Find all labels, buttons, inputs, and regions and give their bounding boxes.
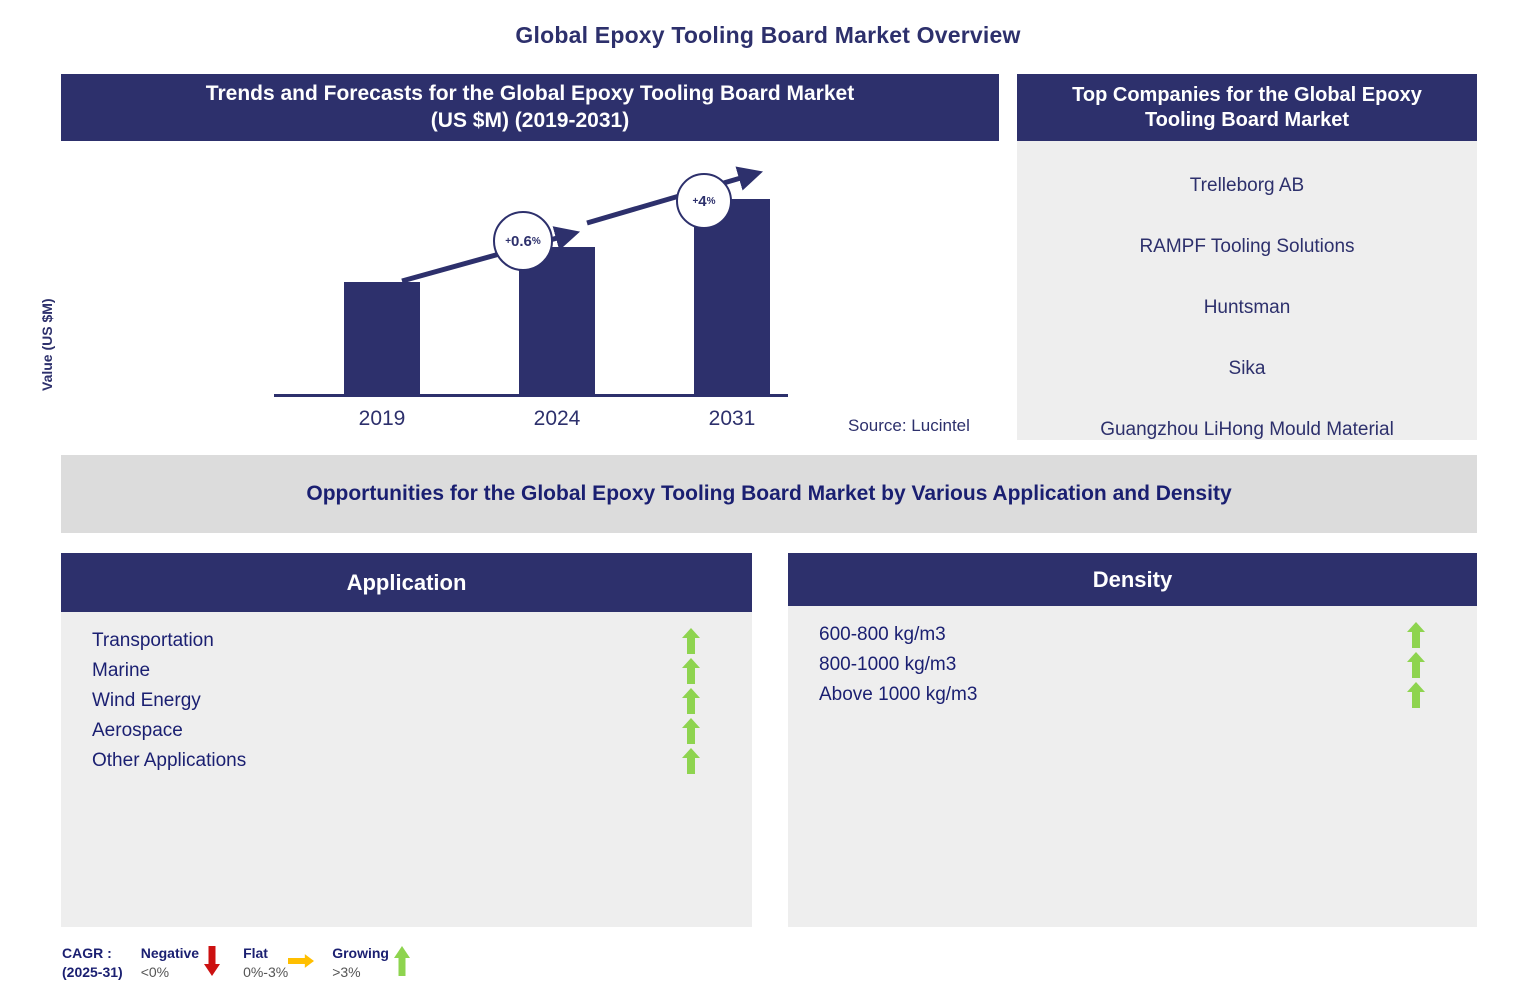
companies-header-line2: Tooling Board Market — [1144, 108, 1350, 131]
application-item-label: Wind Energy — [92, 690, 201, 711]
list-item: Transportation — [61, 626, 752, 656]
growth-2-sign: + — [692, 195, 699, 207]
arrow-up-icon — [1407, 652, 1425, 678]
growth-2-value: 4 — [698, 192, 707, 210]
growth-2-symbol: % — [706, 195, 716, 207]
application-item-label: Marine — [92, 660, 151, 681]
top-companies-list: Trelleborg AB RAMPF Tooling Solutions Hu… — [1017, 141, 1477, 440]
growth-1-sign: + — [505, 235, 512, 247]
company-item: Guangzhou LiHong Mould Material — [1100, 419, 1394, 440]
opportunities-banner: Opportunities for the Global Epoxy Tooli… — [61, 455, 1477, 533]
company-item: Trelleborg AB — [1189, 175, 1305, 196]
top-companies-header: Top Companies for the Global Epoxy Tooli… — [1017, 74, 1477, 141]
list-item: Other Applications — [61, 746, 752, 776]
arrow-up-icon — [682, 688, 700, 714]
source-note: Source: Lucintel — [848, 416, 970, 435]
bar-2031 — [694, 199, 770, 396]
bar-2024 — [519, 247, 595, 396]
x-tick-label-2031: 2031 — [708, 407, 756, 430]
list-item: 800-1000 kg/m3 — [788, 650, 1477, 680]
arrow-down-icon — [199, 944, 225, 978]
density-list: 600-800 kg/m3 800-1000 kg/m3 Above 1000 … — [788, 606, 1477, 710]
trends-header-line2: (US $M) (2019-2031) — [430, 108, 630, 132]
list-item: Wind Energy — [61, 686, 752, 716]
trends-header-line1: Trends and Forecasts for the Global Epox… — [205, 82, 855, 106]
growth-bubble-2019-2024: +0.6% — [493, 211, 553, 271]
application-panel-header: Application — [61, 553, 752, 612]
density-header-label: Density — [1092, 566, 1173, 592]
cagr-title-line2: (2025-31) — [62, 963, 123, 980]
density-item-label: Above 1000 kg/m3 — [819, 684, 978, 705]
list-item: 600-800 kg/m3 — [788, 620, 1477, 650]
list-item: Marine — [61, 656, 752, 686]
legend-item-growing: Growing >3% — [332, 944, 415, 982]
x-tick-label-2019: 2019 — [358, 407, 406, 430]
legend-negative-range: <0% — [140, 963, 170, 980]
opportunities-banner-text: Opportunities for the Global Epoxy Tooli… — [306, 482, 1232, 505]
company-item: RAMPF Tooling Solutions — [1139, 236, 1355, 257]
growth-bubble-2024-2031: +4% — [676, 173, 732, 229]
companies-header-line1: Top Companies for the Global Epoxy — [1072, 83, 1422, 106]
application-header-label: Application — [346, 569, 467, 595]
growth-1-value: 0.6 — [511, 232, 532, 250]
chart-y-axis-label: Value (US $M) — [39, 298, 55, 391]
company-item: Sika — [1228, 358, 1266, 379]
trends-chart-panel: Value (US $M) 2019 2024 2031 +0.6% — [39, 141, 999, 441]
legend-negative-name: Negative — [140, 945, 200, 961]
cagr-legend: CAGR : (2025-31) Negative <0% Flat 0%-3%… — [62, 944, 415, 982]
legend-item-flat: Flat 0%-3% — [243, 944, 315, 982]
arrow-right-icon — [288, 944, 315, 978]
legend-item-negative: Negative <0% — [141, 944, 225, 982]
legend-growing-name: Growing — [332, 945, 389, 961]
density-panel-header: Density — [788, 553, 1477, 606]
bar-chart: Value (US $M) 2019 2024 2031 +0.6% — [39, 141, 999, 441]
arrow-up-icon — [682, 658, 700, 684]
arrow-up-icon — [1407, 682, 1425, 708]
cagr-legend-title: CAGR : (2025-31) — [62, 944, 123, 982]
density-item-label: 600-800 kg/m3 — [819, 624, 946, 645]
arrow-up-icon — [682, 718, 700, 744]
cagr-title-line1: CAGR : — [62, 945, 112, 961]
application-item-label: Transportation — [92, 630, 214, 651]
arrow-up-icon — [682, 748, 700, 774]
density-item-label: 800-1000 kg/m3 — [819, 654, 957, 675]
company-item: Huntsman — [1203, 297, 1291, 318]
arrow-up-icon — [389, 944, 415, 978]
application-list: Transportation Marine Wind Energy Aerosp… — [61, 612, 752, 776]
list-item: Above 1000 kg/m3 — [788, 680, 1477, 710]
arrow-up-icon — [1407, 622, 1425, 648]
x-tick-label-2024: 2024 — [533, 407, 581, 430]
growth-1-symbol: % — [531, 235, 541, 247]
list-item: Aerospace — [61, 716, 752, 746]
application-item-label: Aerospace — [92, 720, 183, 741]
bar-2019 — [344, 282, 420, 396]
application-item-label: Other Applications — [92, 750, 247, 771]
legend-flat-range: 0%-3% — [243, 963, 289, 980]
page-title: Global Epoxy Tooling Board Market Overvi… — [515, 22, 1021, 48]
application-panel-body: Transportation Marine Wind Energy Aerosp… — [61, 612, 752, 927]
legend-flat-name: Flat — [243, 945, 268, 961]
arrow-up-icon — [682, 628, 700, 654]
density-panel-body: 600-800 kg/m3 800-1000 kg/m3 Above 1000 … — [788, 606, 1477, 927]
legend-growing-range: >3% — [332, 963, 361, 980]
trends-panel-header: Trends and Forecasts for the Global Epox… — [61, 74, 999, 141]
